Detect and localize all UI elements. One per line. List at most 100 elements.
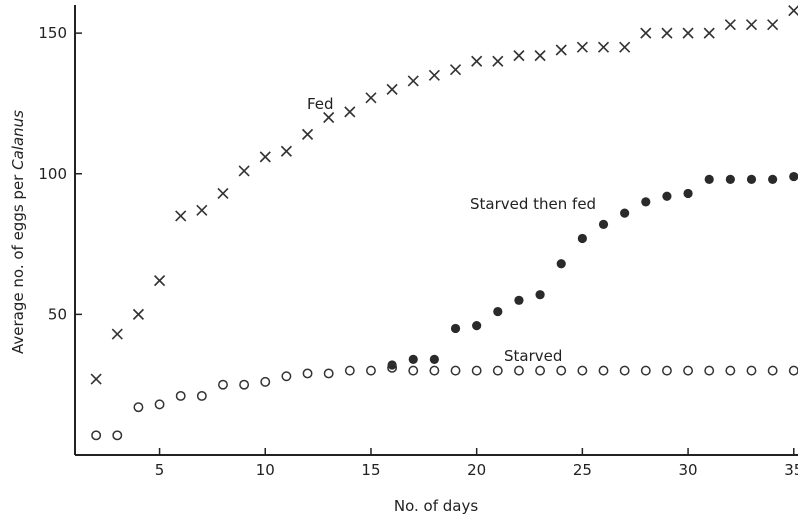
data-point bbox=[408, 354, 418, 364]
data-point bbox=[556, 365, 567, 376]
data-point bbox=[428, 69, 440, 81]
data-point bbox=[577, 233, 587, 244]
series-starved-then-fed bbox=[387, 171, 798, 370]
data-point bbox=[640, 27, 652, 39]
data-point bbox=[598, 219, 609, 229]
x-tick-label: 20 bbox=[467, 461, 486, 479]
data-point bbox=[703, 27, 715, 39]
data-point bbox=[598, 365, 609, 376]
data-point bbox=[724, 19, 736, 31]
data-point bbox=[218, 379, 228, 390]
data-point bbox=[704, 174, 714, 184]
data-point bbox=[789, 171, 798, 182]
data-point bbox=[196, 390, 207, 401]
y-tick-label: 50 bbox=[48, 305, 67, 323]
data-point bbox=[746, 365, 757, 376]
y-tick-label: 100 bbox=[38, 165, 67, 183]
series-label-starved-then-fed: Starved then fed bbox=[470, 195, 596, 213]
data-point bbox=[513, 50, 525, 62]
series-fed bbox=[90, 5, 798, 385]
data-point bbox=[619, 41, 631, 53]
data-point bbox=[788, 365, 798, 376]
data-point bbox=[514, 295, 524, 305]
data-point bbox=[492, 365, 503, 376]
series-layer bbox=[90, 5, 798, 441]
y-tick-label: 150 bbox=[38, 24, 67, 42]
data-point bbox=[238, 165, 250, 177]
data-point bbox=[471, 365, 482, 376]
x-tick-label: 35 bbox=[784, 461, 798, 479]
data-point bbox=[745, 19, 758, 31]
data-point bbox=[259, 151, 271, 163]
data-point bbox=[641, 197, 651, 207]
data-point bbox=[429, 354, 439, 364]
data-point bbox=[133, 402, 144, 413]
data-point bbox=[323, 111, 335, 124]
data-point bbox=[746, 174, 757, 184]
x-tick-label: 25 bbox=[573, 461, 592, 479]
data-point bbox=[344, 106, 356, 118]
data-point bbox=[175, 390, 186, 401]
data-point bbox=[281, 371, 292, 382]
series-label-starved: Starved bbox=[504, 347, 562, 365]
data-point bbox=[386, 83, 398, 95]
data-point bbox=[767, 19, 779, 31]
series-label-fed: Fed bbox=[307, 95, 334, 113]
x-axis-title: No. of days bbox=[394, 497, 478, 515]
data-point bbox=[556, 259, 566, 269]
data-point bbox=[239, 379, 250, 390]
data-point bbox=[365, 92, 377, 104]
data-point bbox=[662, 191, 672, 201]
data-point bbox=[661, 365, 672, 376]
axes bbox=[74, 5, 798, 456]
data-point bbox=[302, 368, 313, 379]
data-point bbox=[111, 328, 123, 340]
data-point bbox=[387, 362, 398, 373]
data-point bbox=[429, 365, 440, 376]
data-point bbox=[577, 365, 588, 376]
x-tick-label: 5 bbox=[155, 461, 165, 479]
data-point bbox=[788, 5, 798, 17]
y-axis-title: Average no. of eggs per Calanus bbox=[9, 110, 27, 354]
data-point bbox=[153, 275, 166, 287]
data-point bbox=[323, 368, 334, 379]
data-point bbox=[471, 55, 483, 67]
data-point bbox=[344, 365, 355, 376]
data-point bbox=[450, 323, 461, 334]
data-point bbox=[493, 306, 503, 317]
data-point bbox=[620, 208, 630, 218]
data-point bbox=[450, 365, 461, 376]
data-point bbox=[513, 365, 524, 376]
data-point bbox=[683, 188, 693, 199]
series-labels: Fed Starved then fed Starved bbox=[307, 95, 596, 365]
x-tick-label: 15 bbox=[361, 461, 380, 479]
data-point bbox=[196, 204, 208, 216]
x-ticks: 5 10 15 20 25 30 35 bbox=[155, 448, 798, 479]
y-ticks: 50 100 150 bbox=[38, 24, 82, 323]
data-point bbox=[535, 290, 545, 300]
data-point bbox=[280, 145, 292, 157]
data-point bbox=[449, 64, 462, 76]
data-point bbox=[90, 373, 102, 385]
data-point bbox=[619, 365, 630, 376]
x-tick-label: 10 bbox=[256, 461, 275, 479]
data-point bbox=[640, 365, 651, 376]
data-point bbox=[767, 365, 778, 376]
data-point bbox=[704, 365, 715, 376]
data-point bbox=[217, 187, 229, 200]
y-axis-title-main: Average no. of eggs per bbox=[9, 170, 27, 354]
data-point bbox=[132, 308, 144, 320]
data-point bbox=[112, 430, 123, 441]
data-point bbox=[725, 174, 735, 184]
data-point bbox=[407, 75, 419, 87]
data-point bbox=[91, 430, 102, 441]
data-point bbox=[683, 365, 694, 376]
data-point bbox=[472, 321, 482, 331]
series-starved bbox=[91, 362, 798, 441]
x-tick-label: 30 bbox=[679, 461, 698, 479]
data-point bbox=[387, 360, 397, 370]
data-point bbox=[301, 128, 314, 140]
data-point bbox=[682, 27, 694, 39]
data-point bbox=[725, 365, 736, 376]
